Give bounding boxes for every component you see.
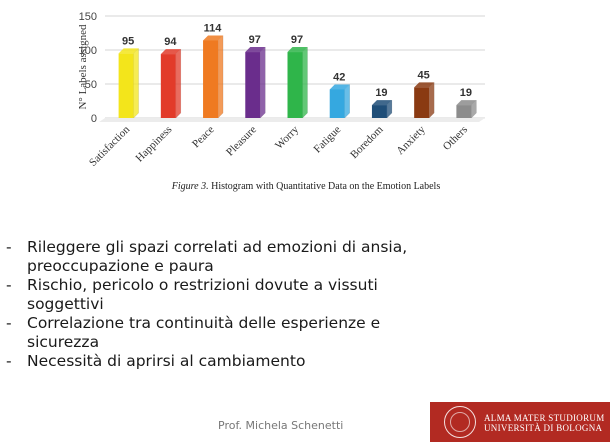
bar [371,105,387,118]
bar-side [133,47,139,119]
bar-value-label: 19 [460,87,472,99]
bar-value-label: 114 [204,22,223,34]
bar-value-label: 95 [122,35,134,47]
y-tick-label: 50 [85,79,97,91]
bar-top [371,100,392,106]
bullet-text: Necessità di aprirsi al cambiamento [27,352,306,370]
bar-side [428,81,435,119]
x-tick-label: Others [441,124,470,153]
bar-side [302,46,308,119]
bullet-item: - Correlazione tra continuità delle esper… [6,314,446,352]
bar-top [287,47,308,53]
bullet-item: - Rischio, pericolo o restrizioni dovute … [6,276,446,314]
logo-line-2: UNIVERSITÀ DI BOLOGNA [484,423,603,433]
bar [118,53,134,118]
y-tick-label: 0 [91,113,97,125]
bar-value-label: 45 [418,69,430,81]
bar-value-label: 94 [164,36,177,48]
bar-value-label: 97 [291,34,303,46]
x-tick-label: Boredom [348,123,386,161]
x-tick-label: Satisfaction [87,123,133,169]
caption-figure-label: Figure 3. [171,181,209,192]
bar-top [160,49,181,55]
bar-top [203,35,224,41]
university-logo: ALMA MATER STUDIORUM UNIVERSITÀ DI BOLOG… [430,402,610,442]
bullet-text: Correlazione tra continuità delle esperi… [27,314,381,351]
bullet-text: Rileggere gli spazi correlati ad emozion… [27,238,408,275]
bar-top [456,100,477,106]
x-tick-label: Pleasure [224,124,259,159]
bullet-dash: - [6,314,12,332]
bullet-item: - Rileggere gli spazi correlati ad emozio… [6,238,446,276]
bar-value-label: 42 [333,71,345,83]
histogram-chart: N° Labels assigned 0 50 100 150 95 Satisfactio… [60,0,500,200]
bar [245,52,261,118]
figure-caption: Figure 3. Histogram with Quantitative Da… [0,181,612,192]
footer-author: Prof. Michela Schenetti [218,419,344,432]
x-tick-label: Happiness [134,124,175,165]
x-tick-label: Fatigue [312,124,344,156]
bar-side [260,46,266,119]
bar [287,52,303,118]
chart-floor [99,118,485,122]
university-seal-icon [444,406,476,438]
bar [203,40,219,119]
bar-side [344,83,350,119]
bar-top [245,47,266,53]
bullet-item: - Necessità di aprirsi al cambiamento [6,352,446,371]
x-tick-label: Worry [273,123,302,152]
bar-value-label: 97 [249,34,261,46]
logo-line-1: ALMA MATER STUDIORUM [484,413,605,423]
bar [329,89,345,118]
bullet-dash: - [6,352,12,370]
bullet-text: Rischio, pericolo o restrizioni dovute a… [27,276,378,313]
bar [414,87,430,118]
bullet-dash: - [6,276,12,294]
y-tick-label: 150 [79,11,97,23]
bullet-list: - Rileggere gli spazi correlati ad emozio… [6,238,446,371]
bar [160,54,176,118]
caption-text: Histogram with Quantitative Data on the … [208,181,441,192]
x-tick-label: Anxiety [394,123,428,157]
bar-top [414,82,435,88]
bullet-dash: - [6,238,12,256]
bar-side [217,34,224,119]
bar-top [329,84,350,90]
bar [456,105,472,118]
bar-side [175,48,182,119]
y-axis-label: N° Labels assigned [77,24,89,110]
bar-top [118,48,139,54]
bar-value-label: 19 [375,87,387,99]
y-tick-label: 100 [79,45,97,57]
x-tick-label: Peace [190,124,217,151]
